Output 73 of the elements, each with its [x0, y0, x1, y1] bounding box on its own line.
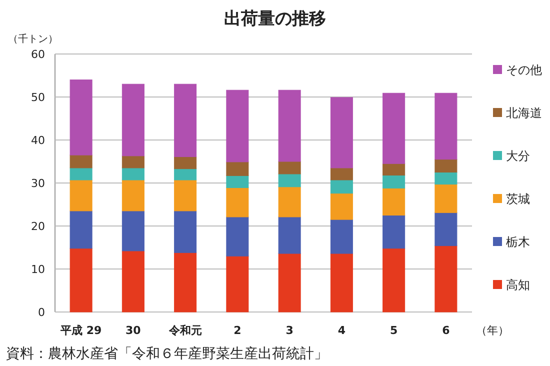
- x-tick-label: 5: [390, 324, 398, 337]
- bar: [70, 154, 92, 168]
- bar: [70, 168, 92, 180]
- x-tick-label: 平成 29: [59, 324, 102, 337]
- bar: [226, 187, 249, 218]
- bar: [278, 186, 301, 218]
- text: 資料：農林水産省「令和６年産野菜生産出荷統計」: [6, 346, 328, 362]
- bar: [278, 174, 301, 188]
- x-tick-label: 30: [126, 324, 142, 337]
- y-tick-label: 0: [38, 306, 45, 319]
- bar: [330, 219, 353, 254]
- bar: [174, 180, 197, 212]
- bar: [278, 90, 301, 162]
- bar: [70, 80, 92, 156]
- x-tick-label: 2: [234, 324, 242, 337]
- legend-label: その他: [506, 63, 542, 77]
- y-tick-label: 60: [31, 48, 45, 61]
- bar: [434, 246, 458, 312]
- bar: [226, 256, 249, 312]
- bar: [174, 168, 197, 180]
- bar: [122, 210, 144, 252]
- bar: [382, 215, 406, 249]
- bar: [382, 188, 406, 216]
- bar: [226, 216, 249, 256]
- y-tick-label: 10: [31, 263, 45, 276]
- bar: [330, 253, 353, 312]
- bar: [174, 210, 197, 253]
- chart-title: 出荷量の推移: [224, 9, 326, 29]
- legend-label: 北海道: [506, 106, 542, 120]
- bar: [122, 156, 144, 168]
- bar: [382, 92, 406, 164]
- y-tick-label: 40: [31, 134, 45, 147]
- y-tick-label: 20: [31, 220, 45, 233]
- bar: [278, 161, 301, 174]
- bar: [330, 180, 353, 194]
- legend-label: 高知: [506, 278, 530, 292]
- bar: [434, 212, 458, 246]
- bar: [122, 250, 144, 312]
- y-axis-title: （千トン）: [8, 33, 58, 45]
- bar: [330, 193, 353, 220]
- legend-label: 大分: [506, 149, 530, 163]
- bar: [70, 210, 92, 249]
- bar: [434, 92, 458, 160]
- bar: [174, 84, 197, 158]
- bar: [122, 180, 144, 212]
- y-tick-label: 50: [31, 91, 45, 104]
- x-tick-label: 6: [442, 324, 450, 337]
- bar: [174, 156, 197, 170]
- bar: [278, 253, 301, 312]
- bar: [174, 252, 197, 312]
- legend-label: 栃木: [506, 235, 530, 249]
- bar: [330, 168, 353, 180]
- x-axis-title: （年）: [476, 324, 509, 337]
- x-tick-label: 4: [338, 324, 346, 337]
- bar: [226, 90, 249, 162]
- bar: [70, 248, 92, 312]
- bar: [434, 172, 458, 185]
- bar: [122, 168, 144, 180]
- bar: [122, 84, 144, 156]
- y-tick-label: 30: [31, 177, 45, 190]
- bar: [382, 175, 406, 188]
- bar: [434, 184, 458, 213]
- legend-label: 茨城: [506, 192, 530, 206]
- bar: [434, 159, 458, 172]
- x-tick-label: 3: [286, 324, 294, 337]
- bar: [278, 216, 301, 254]
- bar: [382, 163, 406, 176]
- bar: [226, 162, 249, 176]
- x-tick-label: 令和元: [168, 324, 202, 337]
- bar: [70, 180, 92, 212]
- bar: [330, 97, 353, 168]
- bar: [382, 248, 406, 312]
- bar: [226, 175, 249, 188]
